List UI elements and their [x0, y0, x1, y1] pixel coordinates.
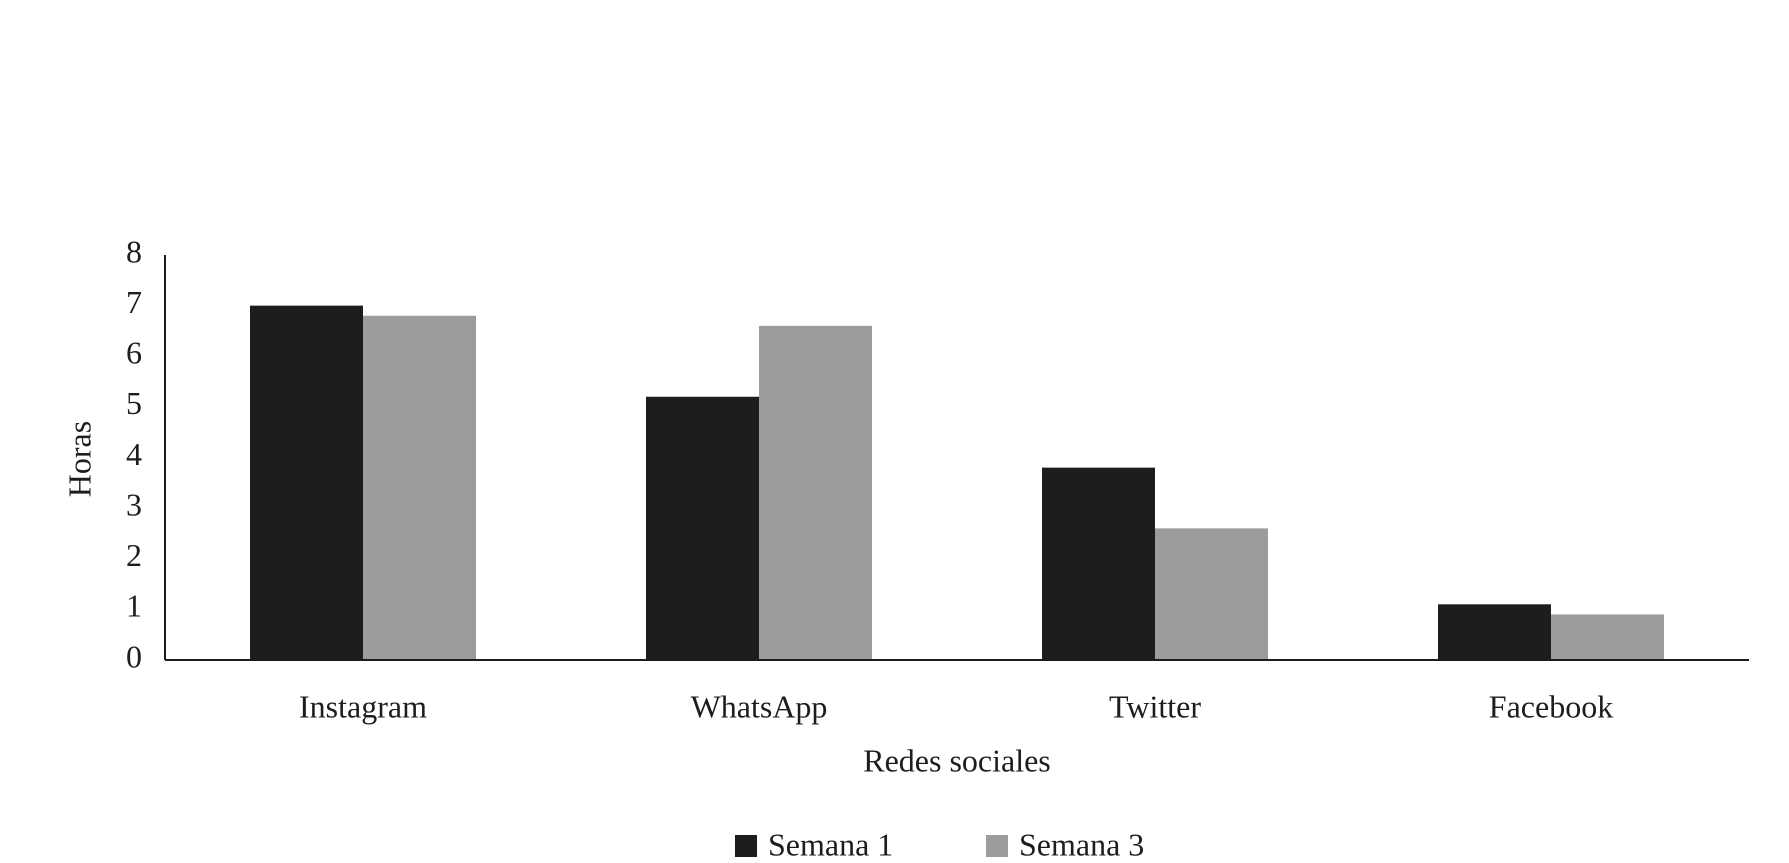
- x-tick-label: Facebook: [1489, 688, 1613, 724]
- legend-swatch: [986, 835, 1008, 857]
- bar: [363, 315, 476, 660]
- y-axis-title: Horas: [61, 421, 97, 497]
- legend-label: Semana 3: [1019, 826, 1144, 862]
- x-tick-label: Instagram: [299, 688, 427, 724]
- bar: [646, 396, 759, 660]
- y-tick-label: 4: [126, 436, 142, 472]
- bar: [759, 325, 872, 660]
- bar: [1155, 528, 1268, 660]
- x-tick-label: Twitter: [1109, 688, 1201, 724]
- bar: [1438, 604, 1551, 660]
- y-tick-label: 0: [126, 638, 142, 674]
- y-tick-label: 8: [126, 233, 142, 269]
- x-axis-title: Redes sociales: [863, 742, 1051, 778]
- bar: [250, 305, 363, 660]
- legend-swatch: [735, 835, 757, 857]
- y-tick-label: 1: [126, 588, 142, 624]
- y-tick-label: 7: [126, 284, 142, 320]
- y-tick-label: 5: [126, 385, 142, 421]
- legend-label: Semana 1: [768, 826, 893, 862]
- bar: [1551, 614, 1664, 660]
- bar: [1042, 467, 1155, 660]
- x-tick-label: WhatsApp: [691, 688, 828, 724]
- y-tick-label: 6: [126, 335, 142, 371]
- y-tick-label: 3: [126, 486, 142, 522]
- y-tick-label: 2: [126, 537, 142, 573]
